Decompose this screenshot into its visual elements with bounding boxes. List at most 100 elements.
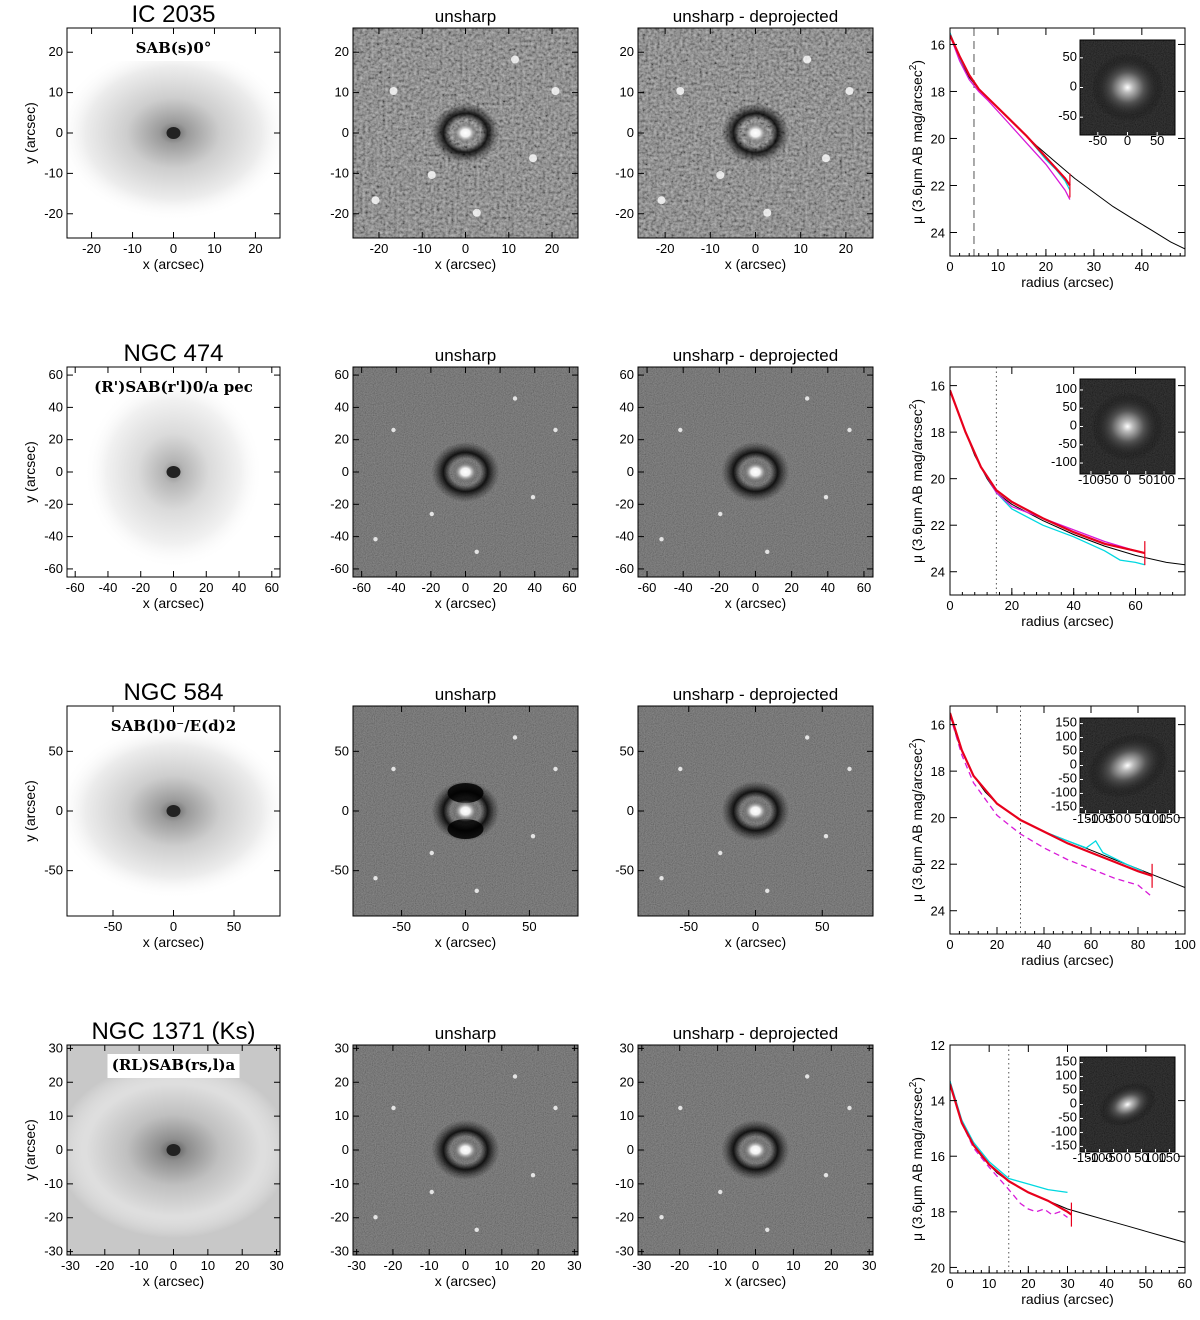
galaxy-classification: (RL)SAB(rs,l)a — [112, 1056, 236, 1074]
galaxy-classification: SAB(s)0° — [136, 39, 212, 57]
dark-lobe-top — [447, 783, 484, 803]
x-tick-label: 0 — [946, 598, 953, 613]
image-content — [638, 706, 873, 916]
inset-y-tick-label: -50 — [1058, 436, 1077, 451]
y-tick-label: 18 — [931, 1205, 945, 1220]
y-tick-label: 60 — [335, 367, 349, 382]
profile-cyan — [950, 1080, 1068, 1194]
x-tick-label: -40 — [99, 580, 118, 595]
galaxy-nucleus — [166, 466, 181, 478]
galaxy-title: NGC 1371 (Ks) — [91, 1018, 255, 1045]
point-source — [512, 396, 518, 401]
inset-y-tick-label: 0 — [1070, 1096, 1077, 1111]
y-axis-label-close: ) — [909, 60, 925, 65]
x-axis-label: x (arcsec) — [725, 595, 786, 611]
x-tick-label: 20 — [545, 241, 559, 256]
x-tick-label: 40 — [1066, 598, 1080, 613]
x-tick-label: -40 — [674, 580, 693, 595]
x-tick-label: 20 — [531, 1258, 545, 1273]
y-tick-label: 0 — [342, 803, 349, 818]
unsharp-panel: -20 -20 -10 -10 0 0 10 10 20 20 x (arcsec) unsharp — [330, 7, 579, 272]
inset-y-tick-label: 100 — [1055, 381, 1077, 396]
bright-core — [742, 122, 769, 144]
x-axis-label: x (arcsec) — [725, 934, 786, 950]
x-tick-label: -60 — [638, 580, 657, 595]
x-tick-label: -20 — [95, 1258, 114, 1273]
x-tick-label: 60 — [1128, 598, 1142, 613]
x-tick-label: 30 — [862, 1258, 876, 1273]
y-tick-label: 60 — [620, 367, 634, 382]
y-tick-label: 20 — [335, 432, 349, 447]
y-tick-label: -20 — [44, 1210, 63, 1225]
y-tick-label: 0 — [627, 125, 634, 140]
plot-frame — [949, 705, 1186, 935]
unsharp-deprojected-panel: -50 -50 0 0 50 50 x (arcsec) unsharp - deprojec… — [615, 685, 874, 950]
dark-lobe-bottom — [447, 819, 484, 839]
point-source — [765, 1227, 770, 1233]
x-tick-label: 0 — [946, 937, 953, 952]
x-tick-label: 0 — [170, 241, 177, 256]
inset-y-tick-label: 50 — [1063, 399, 1077, 414]
x-tick-label: 20 — [235, 1258, 249, 1273]
y-tick-label: -60 — [44, 561, 63, 576]
bright-core — [452, 1139, 479, 1161]
x-tick-label: 0 — [946, 259, 953, 274]
y-tick-label: 18 — [931, 425, 945, 440]
y-tick-label: -20 — [615, 206, 634, 221]
point-source — [845, 87, 854, 95]
point-source — [803, 55, 812, 64]
x-axis-label: x (arcsec) — [435, 934, 496, 950]
x-tick-label: -20 — [370, 241, 389, 256]
x-tick-label: 20 — [1005, 598, 1019, 613]
galaxy-title: IC 2035 — [131, 1, 215, 28]
point-source — [512, 735, 518, 740]
inset-y-tick-label: 0 — [1070, 79, 1077, 94]
y-axis-label: μ (3.6μm AB mag/arcsec2) — [908, 738, 925, 902]
inset-x-tick-label: -150 — [1073, 1150, 1099, 1165]
x-tick-label: -20 — [421, 580, 440, 595]
x-tick-label: 60 — [265, 580, 279, 595]
inset-x-tick-label: -50 — [1088, 133, 1107, 148]
y-tick-label: 20 — [931, 472, 945, 487]
point-source — [718, 1189, 723, 1195]
inset-y-tick-label: 50 — [1063, 49, 1077, 64]
inset-x-tick-label: 50 — [1134, 1150, 1148, 1165]
point-source — [678, 766, 683, 772]
y-tick-label: 16 — [931, 718, 945, 733]
point-source — [474, 1227, 479, 1233]
y-axis-label-sup: 2 — [908, 64, 919, 70]
point-source — [676, 87, 685, 95]
x-tick-label: 10 — [201, 1258, 215, 1273]
bright-core — [742, 461, 769, 483]
x-tick-label: -60 — [66, 580, 85, 595]
inset-galaxy — [1091, 392, 1164, 461]
inset-y-tick-label: -100 — [1051, 454, 1077, 469]
point-source — [427, 171, 436, 179]
point-source — [472, 208, 481, 217]
point-source — [530, 834, 536, 839]
y-tick-label: 0 — [56, 1142, 63, 1157]
image-content — [353, 1045, 578, 1255]
plot-frame — [949, 366, 1186, 596]
point-source — [678, 1105, 683, 1111]
x-tick-label: 20 — [990, 937, 1004, 952]
x-tick-label: 0 — [170, 919, 177, 934]
point-source — [678, 427, 683, 433]
y-tick-label: 16 — [931, 37, 945, 52]
y-axis-label: y (arcsec) — [22, 1119, 38, 1180]
point-source — [389, 87, 398, 95]
galaxy-nucleus — [166, 1144, 181, 1156]
x-tick-label: -10 — [130, 1258, 149, 1273]
y-tick-label: 10 — [49, 85, 63, 100]
y-axis-label-main: μ (3.6μm AB mag/arcsec — [909, 70, 925, 224]
x-tick-label: -60 — [352, 580, 371, 595]
point-source — [474, 549, 479, 554]
point-source — [529, 154, 537, 163]
x-axis-label: radius (arcsec) — [1021, 1291, 1114, 1307]
inset-x-tick-label: 50 — [1139, 472, 1153, 487]
inset-y-tick-label: 0 — [1070, 757, 1077, 772]
image-content — [67, 1045, 280, 1255]
